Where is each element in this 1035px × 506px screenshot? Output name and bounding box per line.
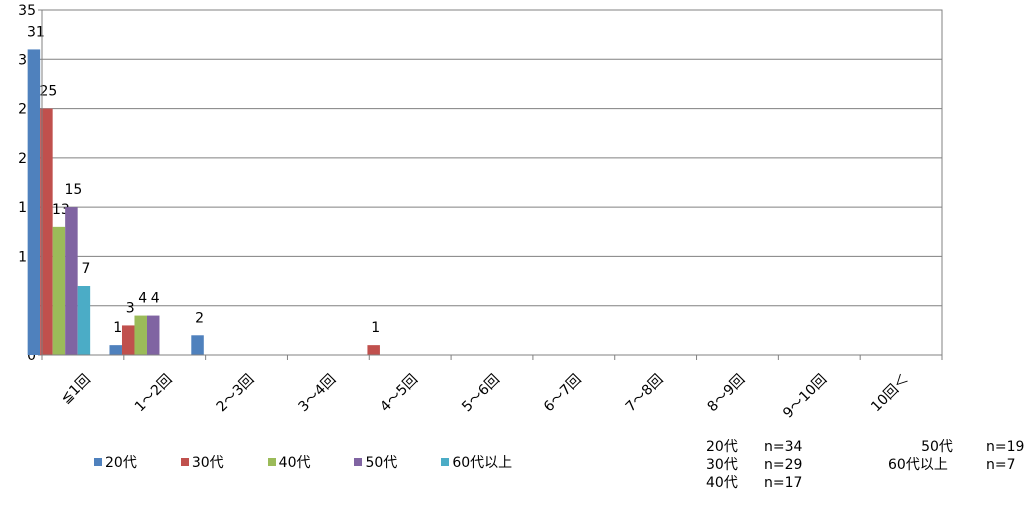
x-tick-label: 9～10回 [780,372,830,422]
bar [191,335,204,355]
sample-size-row: 60代以上 n=7 [888,456,1024,474]
data-label: 2 [195,310,204,326]
legend-swatch [354,458,363,466]
sample-size-row: 50代 n=19 [888,438,1024,456]
x-tick-label: 3～4回 [295,372,339,416]
bar [27,49,41,356]
y-tick-label: 0 [27,348,36,364]
legend-label: 30代 [191,455,224,471]
sample-size-group: 30代 [706,457,738,473]
bar [367,345,380,355]
sample-size-block-right: 50代 n=19 60代以上 n=7 [888,438,1024,474]
legend-swatch [441,458,450,466]
legend-item-40: 40代 [267,452,311,472]
bar [52,226,66,355]
sample-size-group: 60代以上 [888,457,948,473]
data-label: 1 [113,320,122,336]
sample-size-group: 20代 [706,439,738,455]
legend-item-50: 50代 [354,452,397,472]
bar [146,315,160,355]
legend-swatch [180,458,189,466]
x-tick-label: 8～9回 [705,372,749,416]
x-tick-label: 7～8回 [623,372,667,416]
x-tick-label: 4～5回 [377,372,421,416]
plot-area [41,9,943,356]
legend-item-20: 20代 [94,452,137,472]
bar [40,108,53,355]
data-label: 25 [39,84,57,100]
bar [77,286,91,355]
data-label: 4 [138,291,147,307]
x-tick-label: 10回＜ [868,372,912,416]
sample-size-group: 50代 [921,439,953,455]
bar [121,325,135,355]
legend-label: 40代 [278,455,311,471]
legend-label: 20代 [105,455,137,471]
y-tick-label: 35 [18,3,36,19]
data-label: 4 [151,291,160,307]
x-tick-label: 5～6回 [459,372,503,416]
bar [109,345,122,355]
x-tick-label: 1～2回 [132,372,176,416]
sample-size-n: n=34 [764,439,803,455]
sample-size-row: 30代 n=29 [706,456,802,474]
data-label: 15 [64,182,82,198]
bar [134,315,147,355]
legend-label: 50代 [365,455,398,471]
x-tick-label: ≦1回 [58,372,94,408]
bar-chart: 05101520253035≦1回1～2回2～3回3～4回4～5回5～6回6～7… [18,3,943,422]
data-label: 3 [126,300,135,316]
bar [65,207,78,355]
legend-item-60: 60代以上 [441,452,512,472]
sample-size-row: 20代 n=34 [706,438,802,456]
x-tick-label: 2～3回 [214,372,258,416]
sample-size-n: n=29 [764,457,803,473]
sample-size-n: n=7 [986,457,1016,473]
sample-size-n: n=19 [986,439,1025,455]
legend: 20代 30代 40代 50代 60代以上 [94,452,556,472]
legend-label: 60代以上 [452,455,513,471]
legend-item-30: 30代 [180,452,224,472]
x-tick-label: 6～7回 [541,372,585,416]
sample-size-n: n=17 [764,475,803,491]
data-label: 1 [371,320,380,336]
data-label: 31 [27,24,45,40]
legend-swatch [94,458,102,466]
sample-size-block-left: 20代 n=34 30代 n=29 40代 n=17 [706,438,802,492]
data-label: 7 [81,261,90,277]
sample-size-row: 40代 n=17 [706,474,802,492]
legend-swatch [267,458,276,466]
sample-size-group: 40代 [706,475,738,491]
